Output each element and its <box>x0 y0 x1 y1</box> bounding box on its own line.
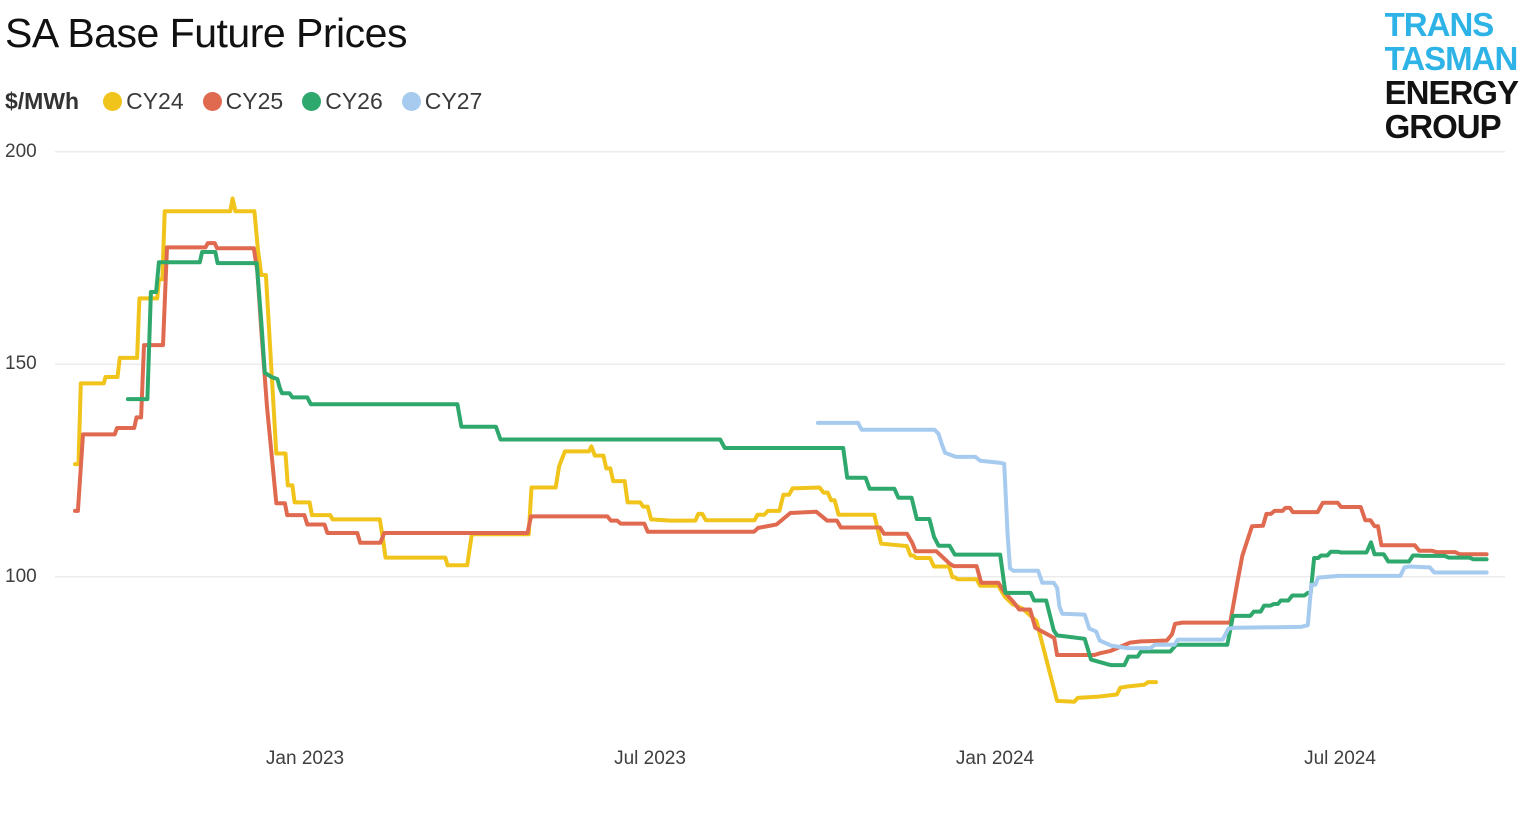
x-tick-label-jan-2023: Jan 2023 <box>265 748 345 769</box>
cy26-legend-dot-icon <box>302 92 322 111</box>
y-tick-label-100: 100 <box>5 565 37 587</box>
logo-line-energy: ENERGY <box>1384 74 1519 111</box>
y-axis-unit-label: $/MWh <box>5 88 80 114</box>
cy24-legend-dot-icon <box>103 92 123 111</box>
legend-label-cy27: CY27 <box>424 88 483 114</box>
horizontal-gridlines <box>55 151 1505 578</box>
legend-label-cy26: CY26 <box>325 88 383 114</box>
series-lines <box>73 196 1489 704</box>
series-cy26-line <box>125 250 1489 668</box>
logo-line-group: GROUP <box>1384 108 1502 145</box>
x-tick-label-jul-2024: Jul 2024 <box>1304 748 1376 769</box>
cy25-legend-dot-icon <box>202 92 222 111</box>
cy27-legend-dot-icon <box>401 92 421 111</box>
logo-line-tasman: TASMAN <box>1384 40 1519 77</box>
chart-legend: $/MWh CY24 CY25 CY26 CY27 <box>5 88 501 115</box>
series-cy24-line <box>73 196 1158 704</box>
legend-item-cy25: CY25 <box>202 88 284 115</box>
legend-item-cy24: CY24 <box>103 88 184 115</box>
y-tick-label-200: 200 <box>5 140 37 162</box>
legend-item-cy27: CY27 <box>401 88 483 115</box>
legend-label-cy25: CY25 <box>225 88 284 114</box>
trans-tasman-energy-group-logo: TRANS TASMAN ENERGY GROUP <box>1384 6 1519 145</box>
x-tick-label-jan-2024: Jan 2024 <box>955 748 1035 769</box>
logo-line-trans: TRANS <box>1384 6 1495 43</box>
y-tick-label-150: 150 <box>5 353 37 375</box>
x-tick-label-jul-2023: Jul 2023 <box>614 748 686 769</box>
series-cy27-line <box>815 420 1489 651</box>
legend-label-cy24: CY24 <box>126 88 184 114</box>
page-title: SA Base Future Prices <box>5 10 407 56</box>
legend-item-cy26: CY26 <box>302 88 383 115</box>
